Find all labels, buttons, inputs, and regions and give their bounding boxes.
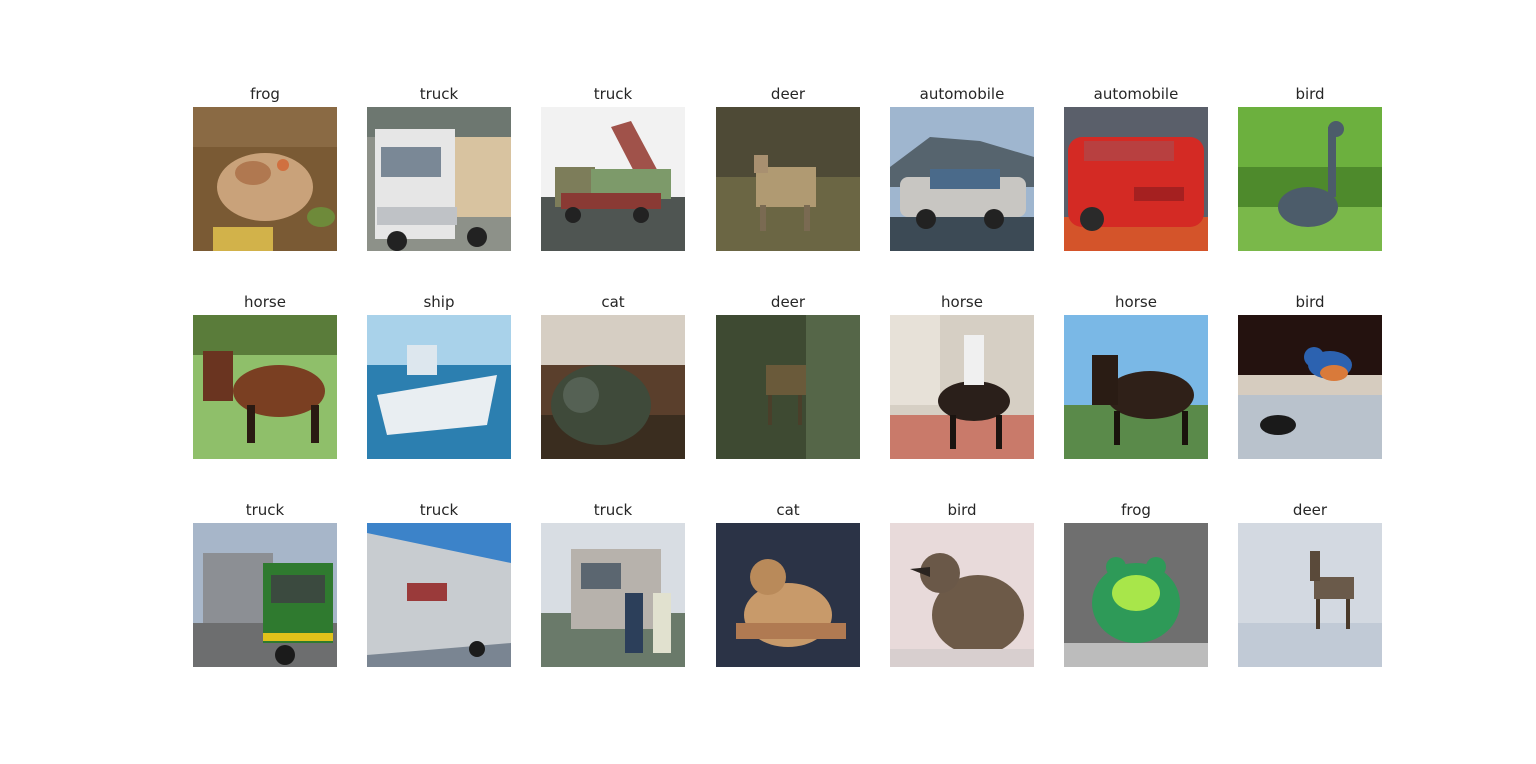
truck-people-photo-icon [541,523,685,667]
deer-snow-photo-icon [1238,523,1382,667]
deer-photo-icon [716,107,860,251]
cat-photo-icon [541,315,685,459]
image-label: deer [770,85,806,103]
horse-rider-photo-icon [890,315,1034,459]
truck-photo-icon [367,107,511,251]
bird-photo-icon [1238,107,1382,251]
green-truck-photo-icon [193,523,337,667]
image-label: truck [245,501,285,519]
image-label: truck [593,501,633,519]
frog-photo-icon [193,107,337,251]
image-label: ship [423,293,455,311]
image-label: frog [250,85,280,103]
image-label: bird [947,501,977,519]
image-label: truck [419,501,459,519]
ship-photo-icon [367,315,511,459]
image-label: truck [419,85,459,103]
image-label: horse [244,293,286,311]
image-label: bird [1295,293,1325,311]
image-label: bird [1295,85,1325,103]
image-label: truck [593,85,633,103]
frog-statue-photo-icon [1064,523,1208,667]
cat-photo-icon [716,523,860,667]
image-label: automobile [919,85,1005,103]
image-label: cat [776,501,800,519]
red-car-photo-icon [1064,107,1208,251]
deer-photo-icon [716,315,860,459]
bluebird-photo-icon [1238,315,1382,459]
car-photo-icon [890,107,1034,251]
image-label: deer [770,293,806,311]
image-label: automobile [1093,85,1179,103]
image-label: cat [601,293,625,311]
horse-photo-icon [193,315,337,459]
image-label: deer [1292,501,1328,519]
image-label: horse [941,293,983,311]
horse-photo-icon [1064,315,1208,459]
image-label: frog [1121,501,1151,519]
bird-closeup-photo-icon [890,523,1034,667]
trailer-truck-photo-icon [367,523,511,667]
image-label: horse [1115,293,1157,311]
dump-truck-photo-icon [541,107,685,251]
